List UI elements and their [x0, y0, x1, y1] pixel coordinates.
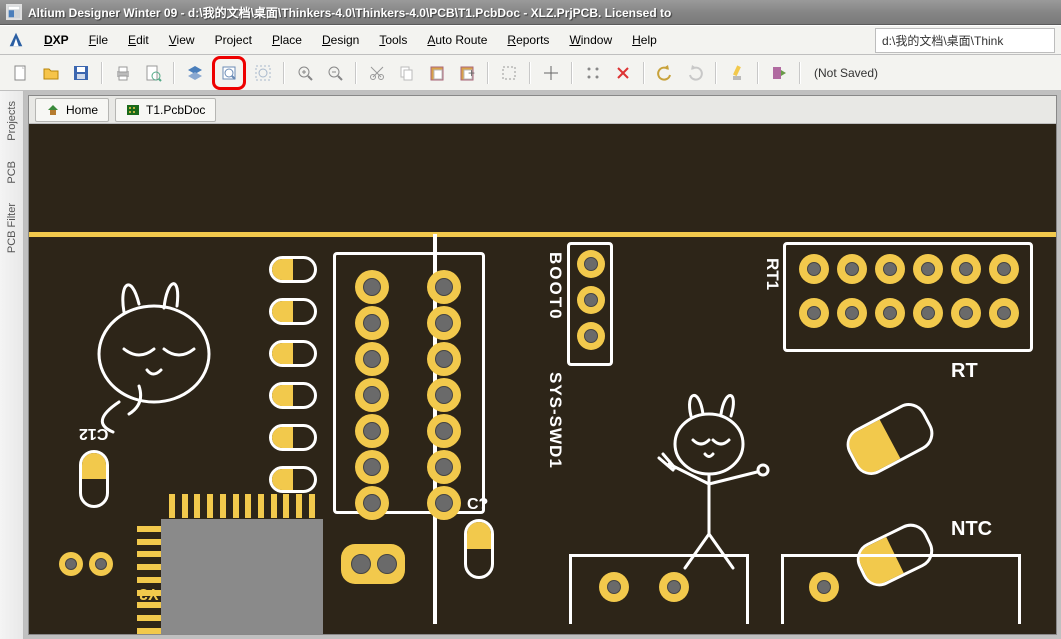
- label-y3: Y3: [139, 584, 159, 602]
- highlight-button[interactable]: [724, 60, 750, 86]
- side-tab-pcb-filter[interactable]: PCB Filter: [4, 193, 20, 263]
- window-titlebar: Altium Designer Winter 09 - d:\我的文档\桌面\T…: [0, 0, 1061, 25]
- ic-pins-left: [137, 526, 161, 634]
- menu-window[interactable]: Window: [559, 29, 622, 51]
- fit-page-button[interactable]: [216, 60, 242, 86]
- smd-cap: [269, 298, 317, 325]
- zoom-out-button[interactable]: [322, 60, 348, 86]
- side-tab-pcb[interactable]: PCB: [4, 151, 20, 194]
- print-preview-button[interactable]: [140, 60, 166, 86]
- side-tab-strip: Projects PCB PCB Filter: [0, 91, 24, 639]
- silk-bunny-left: [69, 264, 239, 434]
- doc-tab-label: Home: [66, 103, 98, 117]
- print-button[interactable]: [110, 60, 136, 86]
- smd-cap: [269, 382, 317, 409]
- toolbar-sep: [487, 62, 489, 84]
- smd-cap: [269, 424, 317, 451]
- menu-dxp[interactable]: DXP: [34, 29, 79, 51]
- menu-file[interactable]: File: [79, 29, 118, 51]
- zoom-in-button[interactable]: [292, 60, 318, 86]
- toolbar-sep: [715, 62, 717, 84]
- copy-button[interactable]: [394, 60, 420, 86]
- toolbar-sep: [173, 62, 175, 84]
- snap-button[interactable]: [580, 60, 606, 86]
- fit-selection-button[interactable]: [250, 60, 276, 86]
- select-rect-button[interactable]: [496, 60, 522, 86]
- label-rt1: RT1: [762, 258, 782, 290]
- toolbar-sep: [101, 62, 103, 84]
- cap-cq: [464, 519, 494, 579]
- toolbar-status-label: (Not Saved): [814, 66, 878, 80]
- toolbar-sep: [799, 62, 801, 84]
- toolbar-sep: [283, 62, 285, 84]
- toolbar: + (Not Saved): [0, 55, 1061, 91]
- editor-frame: Home T1.PcbDoc: [28, 95, 1057, 635]
- app-sysmenu-icon[interactable]: [6, 4, 22, 20]
- home-icon: [46, 103, 60, 117]
- side-tab-projects[interactable]: Projects: [4, 91, 20, 151]
- menu-autoroute[interactable]: Auto Route: [417, 29, 497, 51]
- label-rt: RT: [951, 360, 978, 383]
- redo-button[interactable]: [682, 60, 708, 86]
- label-cq: C?: [467, 496, 488, 514]
- crosshair-button[interactable]: [538, 60, 564, 86]
- menu-edit[interactable]: Edit: [118, 29, 159, 51]
- menu-design[interactable]: Design: [312, 29, 369, 51]
- new-file-button[interactable]: [8, 60, 34, 86]
- cut-button[interactable]: [364, 60, 390, 86]
- smd-cap: [269, 340, 317, 367]
- document-tab-bar: Home T1.PcbDoc: [29, 96, 1056, 124]
- paste-button[interactable]: [424, 60, 450, 86]
- doc-tab-label: T1.PcbDoc: [146, 103, 205, 117]
- pcb-canvas[interactable]: BOOT0 SYS-SWD1 RT1 RT NTC: [29, 124, 1056, 634]
- cancel-button[interactable]: [610, 60, 636, 86]
- toolbar-sep: [529, 62, 531, 84]
- pad-bottom: [341, 544, 405, 584]
- menu-reports[interactable]: Reports: [497, 29, 559, 51]
- doc-tab-home[interactable]: Home: [35, 98, 109, 122]
- menu-project[interactable]: Project: [205, 29, 262, 51]
- open-folder-button[interactable]: [38, 60, 64, 86]
- smd-cap: [269, 466, 317, 493]
- label-boot0: BOOT0: [545, 252, 565, 321]
- layer-stack-button[interactable]: [182, 60, 208, 86]
- smd-cap: [269, 256, 317, 283]
- undo-button[interactable]: [652, 60, 678, 86]
- svg-text:+: +: [468, 66, 475, 80]
- app-logo-icon[interactable]: [6, 30, 26, 50]
- run-button[interactable]: [766, 60, 792, 86]
- doc-tab-t1[interactable]: T1.PcbDoc: [115, 98, 216, 122]
- cap-ntc: [840, 397, 939, 482]
- pcb-doc-icon: [126, 103, 140, 117]
- toolbar-sep: [757, 62, 759, 84]
- ic-pins-top: [169, 494, 315, 518]
- cap-c12: [79, 450, 109, 508]
- paste-special-button[interactable]: +: [454, 60, 480, 86]
- via: [89, 552, 113, 576]
- label-ntc: NTC: [951, 518, 992, 541]
- document-path-field[interactable]: d:\我的文档\桌面\Think: [875, 28, 1055, 53]
- toolbar-sep: [643, 62, 645, 84]
- window-title: Altium Designer Winter 09 - d:\我的文档\桌面\T…: [28, 4, 671, 21]
- highlighted-fit-button: [212, 56, 246, 90]
- menu-view[interactable]: View: [159, 29, 205, 51]
- via: [59, 552, 83, 576]
- silk-bunny-right: [629, 384, 789, 574]
- toolbar-sep: [355, 62, 357, 84]
- save-button[interactable]: [68, 60, 94, 86]
- menu-bar: DXP File Edit View Project Place Design …: [0, 25, 1061, 55]
- menu-tools[interactable]: Tools: [369, 29, 417, 51]
- toolbar-sep: [571, 62, 573, 84]
- ic-chip: [161, 519, 323, 634]
- pcb-canvas-wrap: BOOT0 SYS-SWD1 RT1 RT NTC: [29, 124, 1056, 634]
- work-area: Projects PCB PCB Filter Home T1.PcbDoc: [0, 91, 1061, 639]
- menu-help[interactable]: Help: [622, 29, 667, 51]
- board-edge-top: [29, 232, 1056, 237]
- label-sysswd1: SYS-SWD1: [545, 372, 565, 469]
- menu-place[interactable]: Place: [262, 29, 312, 51]
